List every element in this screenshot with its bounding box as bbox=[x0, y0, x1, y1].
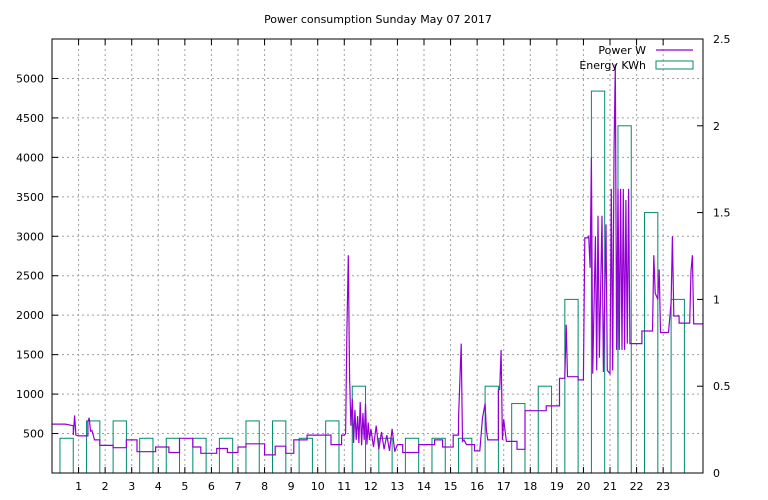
x-tick-label: 4 bbox=[155, 480, 162, 493]
energy-bar bbox=[245, 420, 260, 474]
x-tick-label: 19 bbox=[550, 480, 564, 493]
energy-bar bbox=[458, 437, 473, 474]
x-tick-label: 9 bbox=[288, 480, 295, 493]
y-left-tick-label: 1500 bbox=[16, 349, 44, 362]
y-right-tick-label: 0.5 bbox=[713, 380, 731, 393]
grid-lines bbox=[52, 39, 703, 473]
legend-label-energy: Energy KWh bbox=[579, 59, 646, 72]
x-tick-label: 10 bbox=[311, 480, 325, 493]
energy-bar bbox=[325, 420, 340, 474]
x-tick-label: 15 bbox=[444, 480, 458, 493]
x-tick-label: 20 bbox=[576, 480, 590, 493]
energy-bar bbox=[192, 437, 207, 474]
y-left-tick-label: 2500 bbox=[16, 270, 44, 283]
legend: Power W Energy KWh bbox=[579, 44, 694, 72]
x-tick-label: 5 bbox=[181, 480, 188, 493]
chart-title: Power consumption Sunday May 07 2017 bbox=[264, 13, 492, 26]
energy-bar bbox=[86, 420, 101, 474]
axis-ticks: 1 2 3 4 5 6 7 8 9 10 11 12 13 14 15 16 17 18 19 20 21 22 23500… bbox=[16, 33, 731, 493]
y-left-tick-label: 4000 bbox=[16, 151, 44, 164]
x-tick-label: 12 bbox=[364, 480, 378, 493]
x-tick-label: 13 bbox=[390, 480, 404, 493]
x-tick-label: 11 bbox=[337, 480, 351, 493]
energy-bar bbox=[59, 437, 74, 474]
energy-bar bbox=[431, 437, 446, 474]
energy-bar bbox=[670, 298, 685, 474]
energy-bar bbox=[298, 437, 313, 474]
y-left-tick-label: 3500 bbox=[16, 191, 44, 204]
energy-bar bbox=[139, 437, 154, 474]
energy-bar bbox=[272, 420, 287, 474]
x-tick-label: 21 bbox=[603, 480, 617, 493]
y-left-tick-label: 5000 bbox=[16, 72, 44, 85]
x-tick-label: 18 bbox=[523, 480, 537, 493]
plot-frame bbox=[51, 38, 704, 474]
energy-bar bbox=[644, 212, 659, 474]
y-right-tick-label: 2 bbox=[713, 120, 720, 133]
x-tick-label: 1 bbox=[75, 480, 82, 493]
energy-bar bbox=[564, 298, 579, 474]
energy-bar bbox=[112, 420, 127, 474]
y-left-tick-label: 500 bbox=[23, 428, 44, 441]
energy-bar bbox=[484, 385, 499, 474]
legend-swatch-energy bbox=[655, 60, 694, 70]
y-right-tick-label: 1.5 bbox=[713, 207, 731, 220]
power-line bbox=[52, 64, 703, 456]
y-left-tick-label: 2000 bbox=[16, 309, 44, 322]
energy-bar bbox=[404, 437, 420, 474]
x-tick-label: 17 bbox=[497, 480, 511, 493]
x-tick-label: 8 bbox=[261, 480, 268, 493]
x-tick-label: 3 bbox=[128, 480, 135, 493]
power-series-line bbox=[52, 64, 703, 456]
x-tick-label: 16 bbox=[470, 480, 484, 493]
y-left-tick-label: 1000 bbox=[16, 388, 44, 401]
energy-bar bbox=[218, 437, 234, 474]
energy-bar bbox=[511, 403, 526, 474]
x-tick-label: 6 bbox=[208, 480, 215, 493]
x-tick-label: 22 bbox=[630, 480, 644, 493]
x-tick-label: 2 bbox=[102, 480, 109, 493]
x-tick-label: 23 bbox=[656, 480, 670, 493]
energy-bars bbox=[59, 90, 685, 474]
energy-bar bbox=[165, 437, 181, 474]
y-right-tick-label: 1 bbox=[713, 293, 720, 306]
y-right-tick-label: 2.5 bbox=[713, 33, 731, 46]
energy-bar bbox=[537, 385, 553, 474]
y-left-tick-label: 4500 bbox=[16, 112, 44, 125]
legend-label-power: Power W bbox=[598, 44, 646, 57]
y-right-tick-label: 0 bbox=[713, 467, 720, 480]
x-tick-label: 7 bbox=[235, 480, 242, 493]
y-left-tick-label: 3000 bbox=[16, 230, 44, 243]
x-tick-label: 14 bbox=[417, 480, 431, 493]
